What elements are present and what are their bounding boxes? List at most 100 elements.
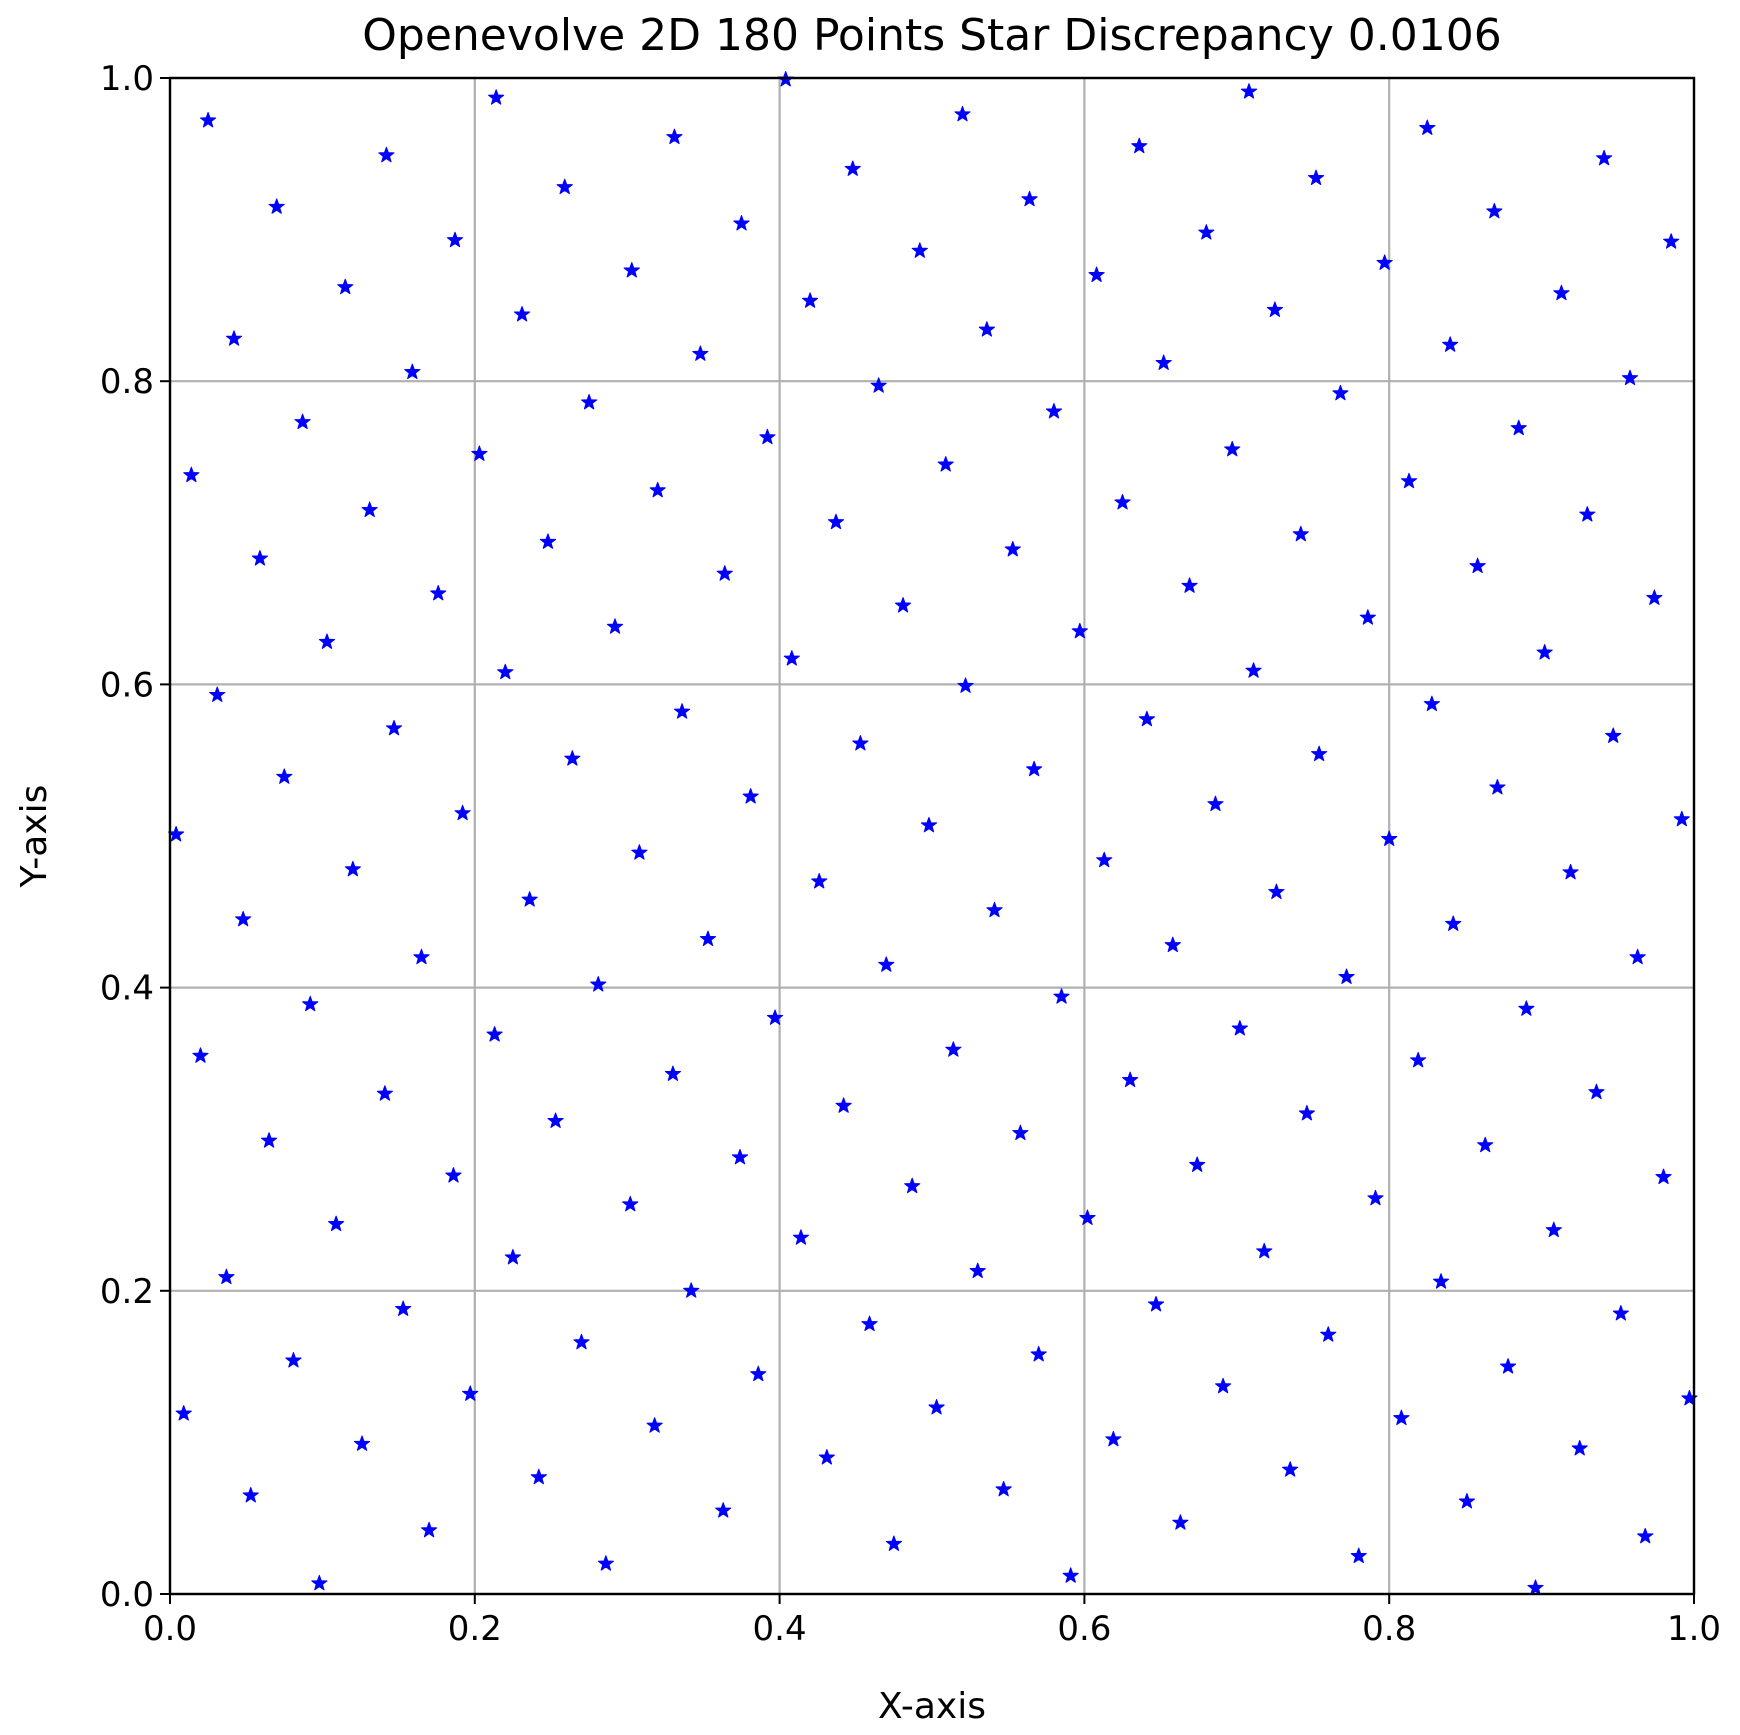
data-point-star [1442,336,1459,352]
data-point-star [1256,1242,1273,1259]
data-point-star [1138,710,1155,727]
data-point-star [260,1132,278,1148]
data-point-star [199,111,217,128]
data-point-star [454,804,471,821]
data-point-star [1245,662,1262,678]
y-tick-label: 0.8 [100,362,154,402]
data-point-star [218,1268,235,1285]
data-point-star [673,703,691,719]
data-point-star [928,1399,945,1415]
x-tick-label: 1.0 [1667,1609,1721,1649]
data-point-star [1131,137,1148,154]
data-point-star [1595,149,1613,166]
data-point-star [183,466,200,483]
x-tick-label: 0.2 [448,1609,502,1649]
data-point-star [954,105,971,122]
data-point-star [1338,968,1355,984]
data-point-star [731,1148,749,1165]
data-point-star [242,1486,259,1503]
data-point-star [564,750,581,766]
data-point-star [1062,1567,1079,1583]
data-point-star [504,1248,522,1265]
data-point-star [1004,540,1021,557]
data-point-star [1122,1071,1139,1088]
data-point-star [1268,883,1285,900]
data-point-star [251,550,269,566]
data-point-star [462,1385,479,1401]
data-point-star [294,413,311,430]
data-point-star [1181,577,1198,593]
y-tick-label: 0.6 [100,665,154,705]
data-point-star [878,956,895,972]
data-point-star [606,618,624,634]
x-tick-label: 0.6 [1057,1609,1111,1649]
data-point-star [811,872,828,889]
data-point-star [1105,1430,1122,1447]
data-point-star [1393,1409,1410,1426]
data-point-star [285,1352,302,1368]
data-point-star [597,1555,614,1571]
data-point-star [413,948,430,965]
data-point-star [699,930,717,947]
data-point-star [1419,119,1436,135]
data-point-star [344,860,361,877]
data-point-star [1637,1527,1654,1544]
data-point-star [766,1009,784,1025]
data-point-star [404,363,421,380]
data-point-star [1432,1273,1450,1289]
data-point-star [1499,1358,1517,1374]
data-point-star [471,445,488,461]
data-point-star [1155,354,1172,370]
y-tick-label: 0.0 [100,1575,154,1615]
data-point-star [1012,1124,1029,1141]
data-point-star [646,1417,663,1433]
data-point-star [631,844,648,860]
data-point-star [920,816,938,833]
data-point-star [530,1468,547,1485]
data-point-star [1510,419,1527,436]
data-point-star [1088,266,1105,283]
data-point-star [1410,1051,1427,1068]
data-point-star [1021,190,1038,207]
data-point-star [235,910,252,927]
data-point-star [957,677,974,693]
data-point-star [1605,727,1622,743]
data-point-star [801,292,819,308]
data-point-star [1147,1295,1165,1312]
data-point-star [1214,1377,1232,1394]
data-point-star [683,1282,700,1298]
data-point-star [1045,403,1063,419]
data-point-star [1562,863,1579,880]
data-point-star [446,231,464,248]
data-point-star [573,1333,590,1350]
data-point-star [1400,472,1418,489]
data-point-star [337,278,354,295]
data-point-star [1518,1000,1535,1016]
data-point-star [1571,1439,1588,1456]
data-point-star [715,1502,732,1518]
data-point-star [1026,760,1043,777]
data-point-star [1469,557,1486,574]
data-point-star [1673,810,1690,827]
data-point-star [622,1195,639,1212]
data-point-star [1527,1579,1544,1595]
data-point-star [1477,1136,1494,1153]
data-point-star [1030,1345,1047,1362]
data-point-star [225,330,243,346]
data-point-star [861,1315,878,1332]
data-point-star [1423,695,1440,712]
data-point-star [827,513,845,530]
data-point-star [420,1521,438,1538]
data-point-star [1224,440,1241,457]
data-point-star [664,1065,682,1081]
y-axis-label: Y-axis [14,785,55,889]
plot-frame [168,76,1696,1596]
data-point-star [1445,915,1462,931]
data-point-star [885,1535,903,1551]
data-point-star [1189,1156,1206,1172]
data-point-star [488,89,505,105]
data-point-star [1198,224,1215,240]
data-point-star [445,1167,462,1183]
data-point-star [1646,589,1663,605]
